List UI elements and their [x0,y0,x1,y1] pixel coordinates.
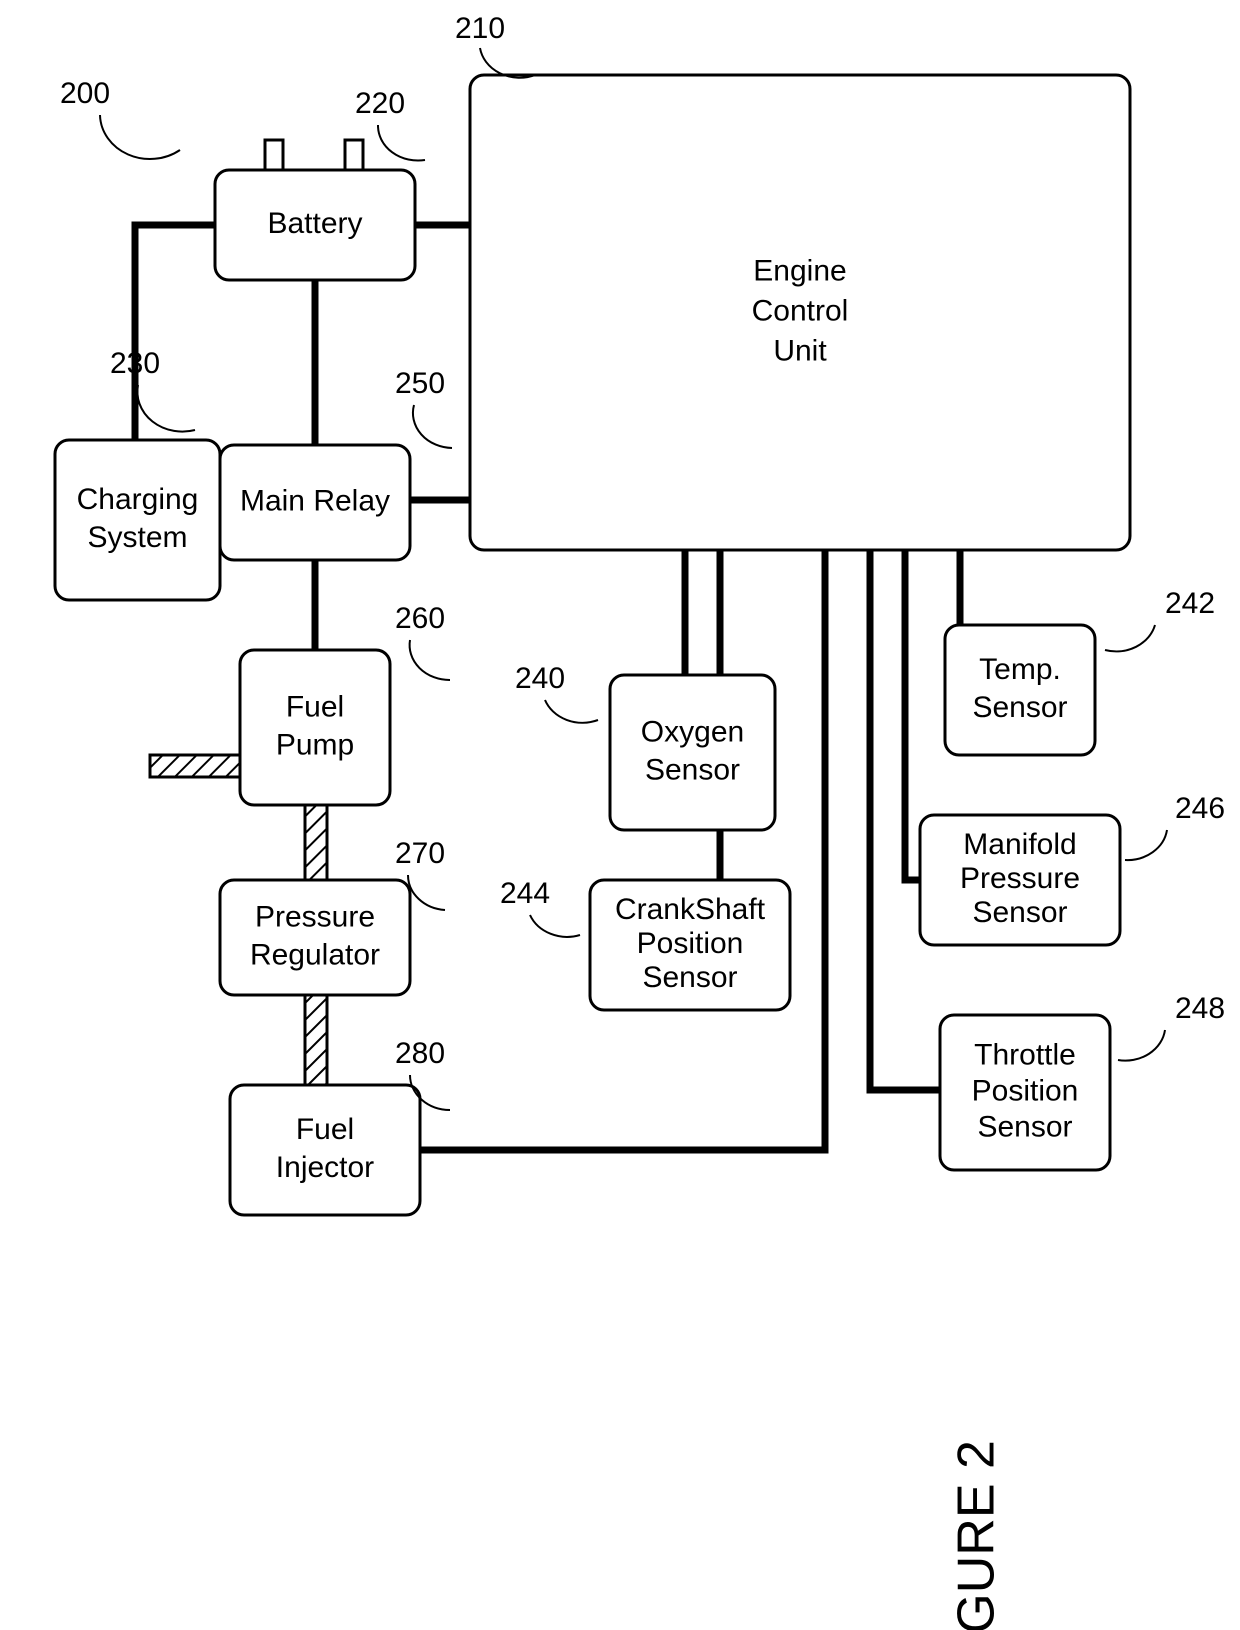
node-throttle: ThrottlePositionSensor [940,1015,1110,1170]
ref-label-250: 250 [395,367,452,448]
ref-leader-270 [408,875,445,910]
ref-label-200: 200 [60,77,180,159]
node-temp: Temp. Sensor [945,625,1095,755]
ref-label-text-220: 220 [355,87,405,120]
ref-label-text-280: 280 [395,1037,445,1070]
hose-1 [305,805,327,880]
figure-label: FIGURE 2 [948,1440,1006,1630]
node-crank-label-1: Position [637,927,744,960]
node-ecu-label-1: Control [752,294,849,327]
ref-leader-240 [545,700,598,723]
node-injector-label-1: Injector [276,1151,374,1184]
node-crank: CrankShaftPositionSensor [590,880,790,1010]
node-oxygen-label-0: Oxygen [641,715,744,748]
ref-leader-248 [1118,1030,1165,1061]
node-throttle-label-2: Sensor [977,1110,1072,1143]
node-manifold: ManifoldPressureSensor [920,815,1120,945]
node-charging: Charging System [55,440,220,600]
ref-label-text-250: 250 [395,367,445,400]
ref-label-248: 248 [1118,992,1225,1061]
node-manifold-label-1: Pressure [960,862,1080,895]
wire-7 [420,550,825,1150]
ref-label-text-230: 230 [110,347,160,380]
ref-label-230: 230 [110,347,195,432]
node-ecu: Engine Control Unit [470,75,1130,550]
node-throttle-label-0: Throttle [974,1038,1076,1071]
node-oxygen: Oxygen Sensor [610,675,775,830]
node-regulator-label-1: Regulator [250,938,380,971]
node-ecu-label-0: Engine [753,254,846,287]
node-pump-label-1: Pump [276,728,354,761]
diagram-canvas: Engine Control Unit Charging System Battery Ma… [0,0,1240,1630]
node-regulator: Pressure Regulator [220,880,410,995]
ref-leader-260 [410,640,450,680]
ref-leader-246 [1125,830,1167,860]
ref-label-244: 244 [500,877,580,937]
node-throttle-label-1: Position [972,1074,1079,1107]
ref-label-text-248: 248 [1175,992,1225,1025]
ref-label-210: 210 [455,12,535,78]
ref-leader-220 [378,125,425,161]
node-relay-label-0: Main Relay [240,484,390,517]
ref-label-text-260: 260 [395,602,445,635]
node-injector-label-0: Fuel [296,1113,354,1146]
node-charging-label-1: System [87,521,187,554]
ref-leader-210 [480,48,535,78]
ref-leader-200 [100,115,180,159]
node-injector: Fuel Injector [230,1085,420,1215]
node-oxygen-label-1: Sensor [645,753,740,786]
ref-leader-230 [137,385,195,432]
node-battery-label-0: Battery [267,207,362,240]
node-pump: Fuel Pump [240,650,390,805]
node-crank-label-2: Sensor [642,961,737,994]
hose-2 [305,995,327,1085]
ref-label-text-242: 242 [1165,587,1215,620]
ref-label-text-200: 200 [60,77,110,110]
node-relay: Main Relay [220,445,410,560]
ref-label-text-270: 270 [395,837,445,870]
node-regulator-label-0: Pressure [255,900,375,933]
ref-leader-242 [1105,625,1155,651]
ref-label-240: 240 [515,662,598,723]
node-battery: Battery [215,170,415,280]
node-charging-label-0: Charging [77,483,199,516]
ref-label-246: 246 [1125,792,1225,860]
ref-label-text-210: 210 [455,12,505,45]
node-crank-label-0: CrankShaft [615,893,766,926]
ref-label-text-240: 240 [515,662,565,695]
battery-terminal-0 [265,140,283,170]
wire-9 [905,550,920,880]
ref-label-220: 220 [355,87,425,161]
node-pump-label-0: Fuel [286,690,344,723]
ref-label-text-244: 244 [500,877,550,910]
node-ecu-label-2: Unit [773,334,827,367]
wire-2 [135,225,215,440]
node-temp-label-1: Sensor [972,691,1067,724]
ref-leader-250 [413,405,452,448]
ref-label-260: 260 [395,602,450,680]
node-manifold-label-2: Sensor [972,896,1067,929]
node-temp-label-0: Temp. [979,653,1061,686]
node-manifold-label-0: Manifold [963,828,1076,861]
battery-terminal-1 [345,140,363,170]
hose-0 [150,755,240,777]
ref-label-text-246: 246 [1175,792,1225,825]
ref-label-242: 242 [1105,587,1215,651]
ref-leader-244 [530,915,580,937]
